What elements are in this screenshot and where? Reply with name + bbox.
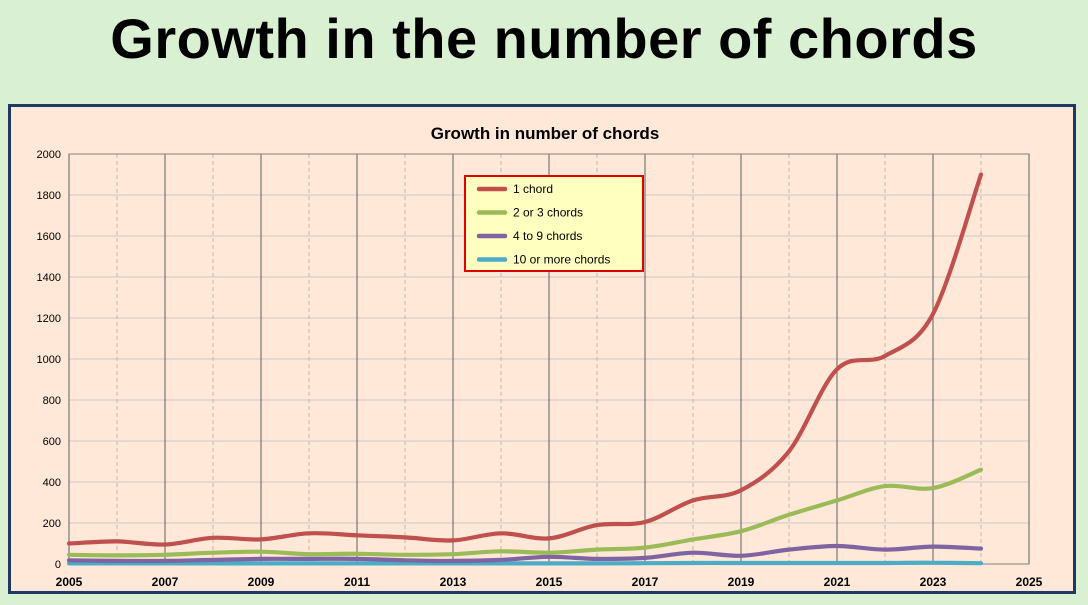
y-tick-label: 1800 (37, 190, 61, 202)
y-tick-label: 600 (43, 436, 61, 448)
y-tick-label: 800 (43, 395, 61, 407)
x-tick-label: 2009 (248, 575, 275, 589)
legend-label: 1 chord (513, 182, 553, 196)
series-lines (66, 172, 984, 566)
slide-title: Growth in the number of chords (110, 7, 978, 70)
legend-box (464, 175, 644, 272)
legend-label: 4 to 9 chords (513, 229, 582, 243)
y-tick-label: 1200 (37, 313, 61, 325)
line-chart: Growth in number of chords 0 200 400 600 800… (37, 124, 1043, 589)
x-tick-label: 2021 (824, 575, 851, 589)
series-line-10-or-more-chords (66, 560, 984, 566)
x-tick-label: 2025 (1016, 575, 1043, 589)
legend-label: 2 or 3 chords (513, 206, 583, 220)
series-line-1-chord (66, 172, 984, 547)
y-tick-label: 1400 (37, 272, 61, 284)
x-tick-label: 2007 (152, 575, 179, 589)
x-tick-label: 2023 (920, 575, 947, 589)
x-tick-label: 2017 (632, 575, 659, 589)
y-tick-label: 200 (43, 518, 61, 530)
x-tick-label: 2013 (440, 575, 467, 589)
x-tick-label: 2015 (536, 575, 563, 589)
y-tick-label: 400 (43, 477, 61, 489)
x-tick-label: 2011 (344, 575, 370, 589)
series-line-4-to-9-chords (66, 543, 984, 564)
chart-frame: Growth in number of chords 0 200 400 600 800… (8, 104, 1076, 594)
y-tick-label: 2000 (37, 149, 61, 161)
legend-label: 10 or more chords (513, 253, 610, 267)
x-tick-label: 2019 (728, 575, 755, 589)
y-tick-label: 1000 (37, 354, 61, 366)
y-tick-label: 0 (55, 559, 61, 571)
legend: 1 chord 2 or 3 chords 4 to 9 chords 10 or m… (464, 175, 644, 272)
chart-title: Growth in number of chords (431, 124, 660, 143)
y-tick-label: 1600 (37, 231, 61, 243)
series-line-2-or-3-chords (66, 467, 984, 558)
x-tick-label: 2005 (56, 575, 83, 589)
